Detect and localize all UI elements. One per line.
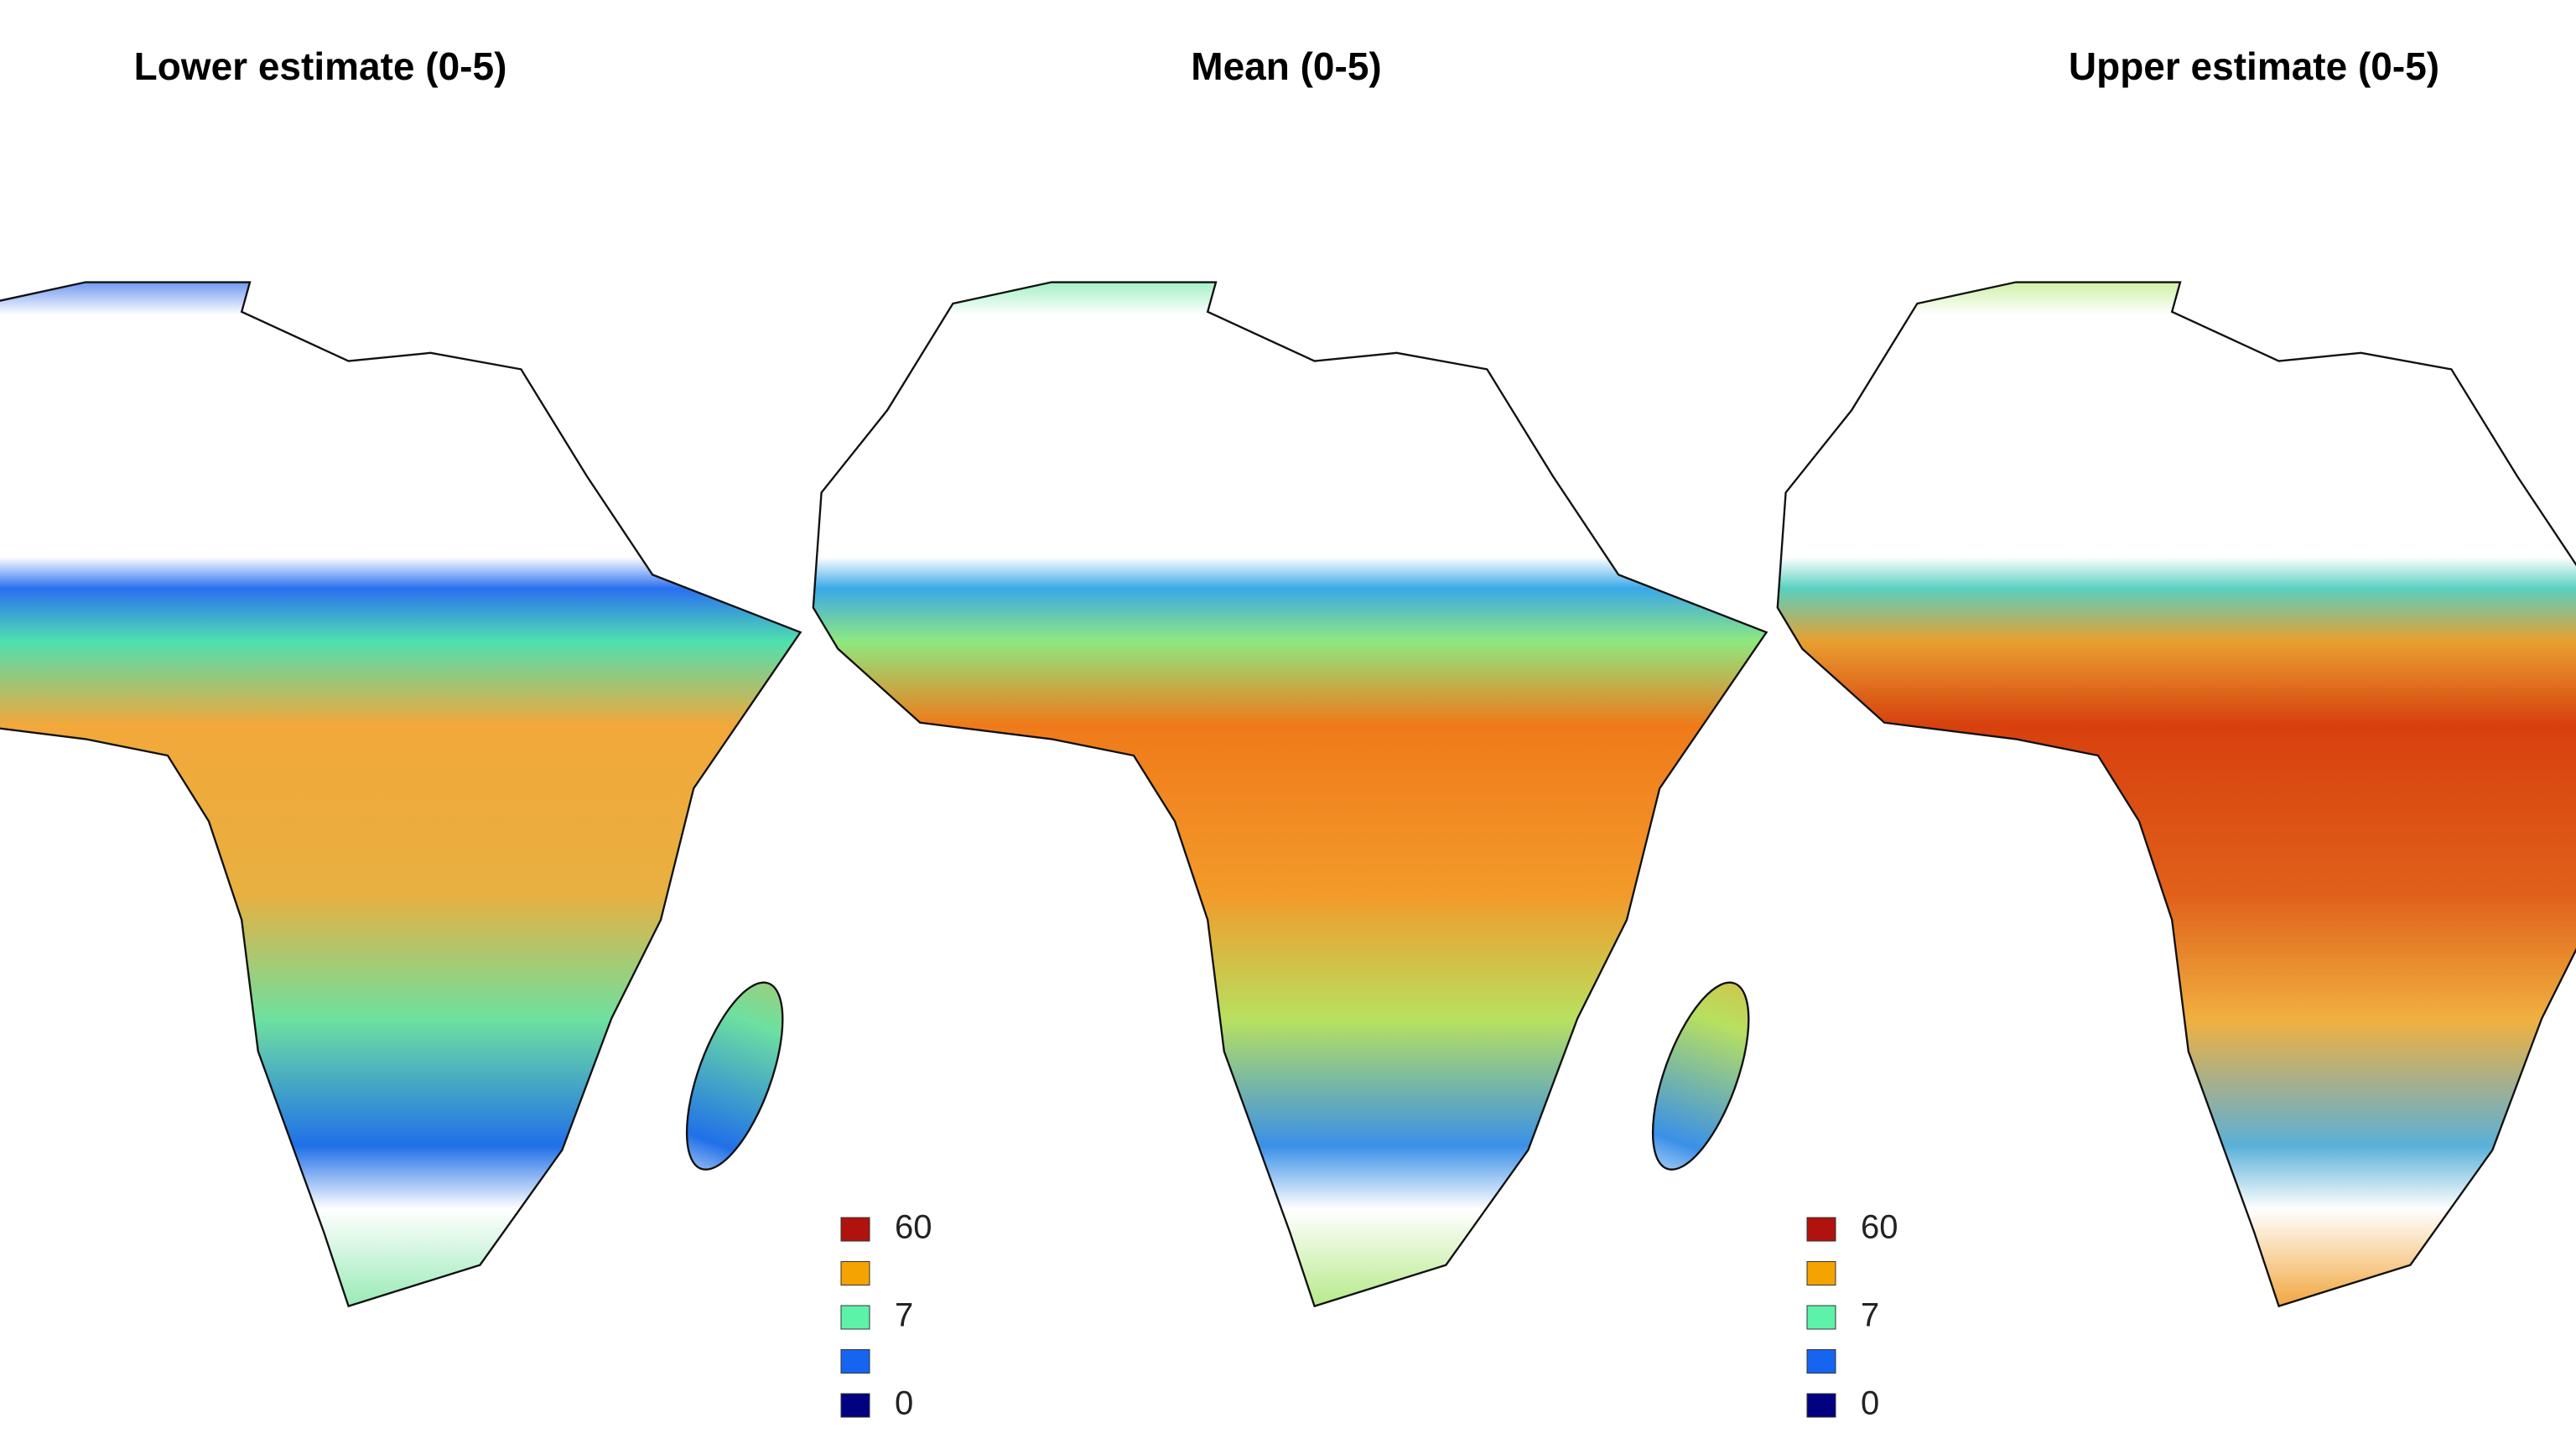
legend-swatch bbox=[1806, 1393, 1836, 1418]
legend-swatch bbox=[840, 1217, 870, 1242]
legend-label: 0 bbox=[1861, 1385, 1879, 1422]
panel-title: Mean (0-5) bbox=[1191, 44, 1381, 88]
legend-swatch bbox=[840, 1349, 870, 1374]
legend-label: 0 bbox=[895, 1385, 913, 1422]
legend-swatch bbox=[1806, 1261, 1836, 1285]
legend-swatch bbox=[1806, 1305, 1836, 1330]
legend-label: 7 bbox=[895, 1297, 913, 1334]
legend-swatch bbox=[1806, 1349, 1836, 1374]
legend-swatch bbox=[840, 1393, 870, 1418]
legend-swatch bbox=[840, 1305, 870, 1330]
panel-title: Upper estimate (0-5) bbox=[2069, 44, 2439, 88]
map-mean bbox=[812, 281, 1770, 1307]
legend-swatch bbox=[840, 1261, 870, 1285]
legend-label: 60 bbox=[895, 1209, 932, 1246]
legend-swatch bbox=[1806, 1217, 1836, 1242]
panel-title: Lower estimate (0-5) bbox=[134, 44, 507, 88]
legend-label: 7 bbox=[1861, 1297, 1879, 1334]
map-lower bbox=[0, 281, 804, 1307]
map-upper bbox=[1776, 281, 2576, 1307]
legend-label: 60 bbox=[1861, 1209, 1898, 1246]
